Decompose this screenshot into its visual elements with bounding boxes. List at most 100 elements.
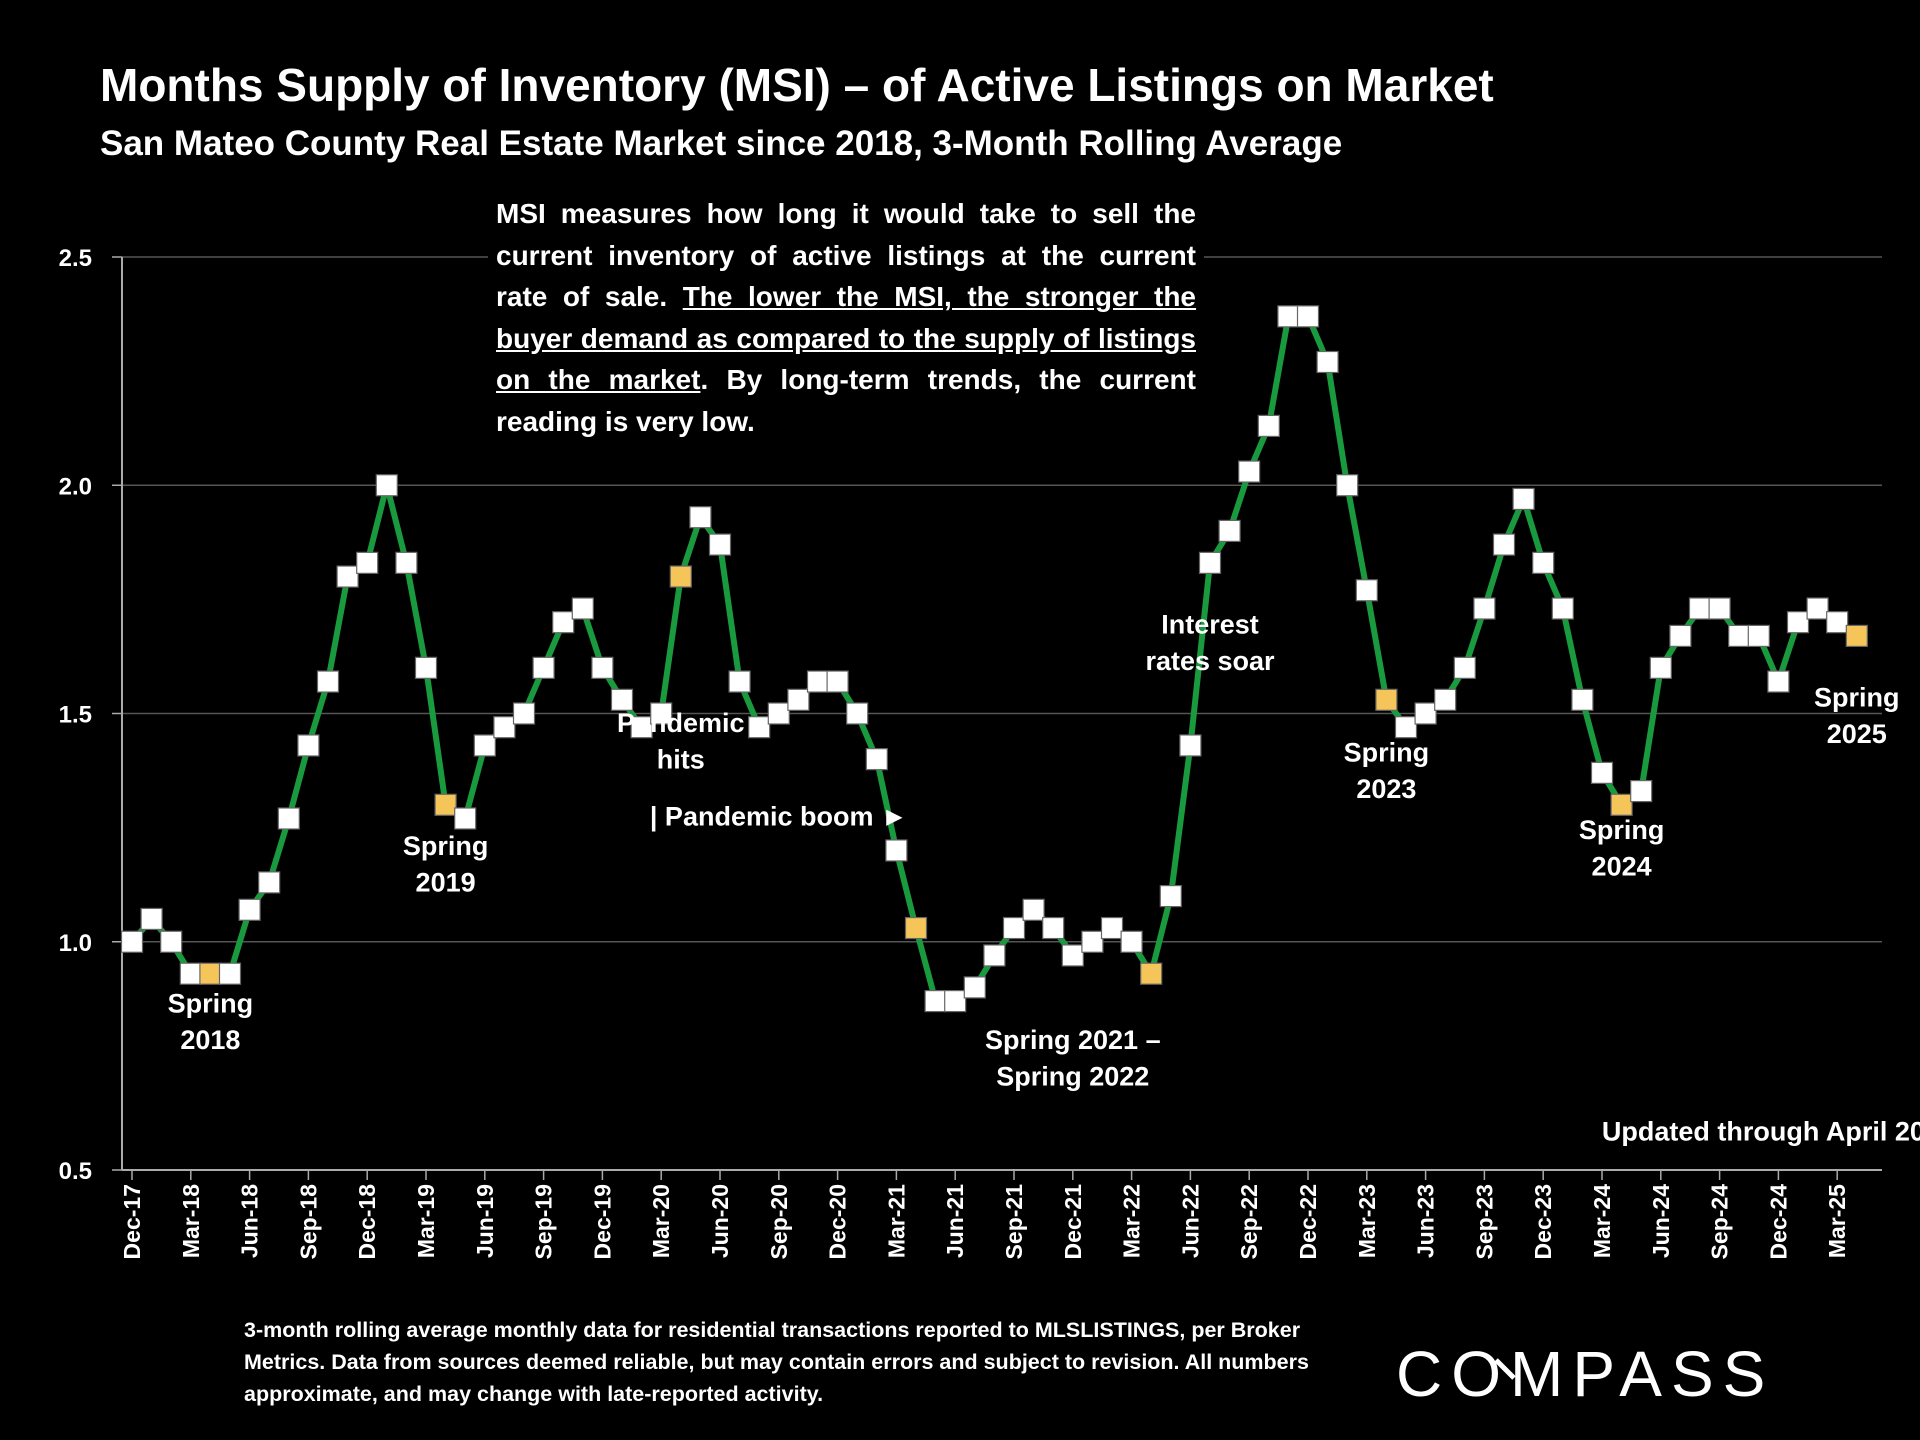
- spring-data-point: [904, 916, 928, 940]
- data-point: [493, 716, 516, 739]
- data-point: [1238, 460, 1261, 483]
- data-point: [1257, 414, 1280, 438]
- data-point: [983, 944, 1006, 967]
- data-point: [1434, 688, 1457, 711]
- data-point: [1728, 624, 1751, 647]
- data-point: [650, 702, 673, 725]
- data-point: [473, 734, 496, 757]
- data-point: [120, 930, 144, 953]
- x-tick-label: Dec-23: [1530, 1184, 1556, 1259]
- x-tick-label: Mar-23: [1354, 1184, 1380, 1258]
- data-point: [1708, 597, 1731, 620]
- chart-title: Months Supply of Inventory (MSI) – of Ac…: [100, 59, 1494, 111]
- data-point: [140, 907, 163, 931]
- data-point: [1492, 533, 1516, 556]
- chart-annotation: Updated through April 2025: [1602, 1116, 1920, 1146]
- x-tick-label: Dec-20: [825, 1184, 851, 1259]
- data-point: [532, 656, 555, 679]
- x-tick-label: Mar-25: [1824, 1184, 1850, 1258]
- x-tick-label: Sep-23: [1471, 1184, 1497, 1259]
- data-point: [865, 748, 888, 771]
- x-tick-label: Sep-18: [295, 1184, 321, 1260]
- data-point: [924, 989, 947, 1013]
- data-point: [1532, 551, 1555, 574]
- data-point: [591, 656, 614, 679]
- chart-annotation: Interest: [1161, 610, 1259, 640]
- data-point: [630, 716, 653, 739]
- note-text-underlined: The lower the MSI, the stronger the buye…: [496, 281, 1197, 395]
- data-point: [767, 702, 790, 725]
- data-point: [356, 551, 379, 574]
- data-point: [728, 670, 751, 693]
- data-point: [297, 734, 320, 757]
- y-tick-label: 2.5: [59, 245, 92, 272]
- data-point: [826, 670, 849, 693]
- data-point: [1081, 930, 1104, 953]
- data-point: [846, 702, 869, 725]
- data-point: [1571, 688, 1594, 711]
- x-tick-label: Dec-21: [1060, 1184, 1086, 1260]
- chart-annotation: Spring: [1579, 815, 1665, 845]
- data-point: [1786, 611, 1810, 634]
- spring-data-point: [1610, 793, 1633, 816]
- chart-annotation: 2024: [1592, 852, 1652, 882]
- data-point: [1688, 597, 1712, 620]
- data-point: [1296, 305, 1320, 328]
- chart-annotation: 2019: [416, 868, 476, 898]
- data-point: [708, 533, 732, 556]
- spring-data-point: [1140, 962, 1163, 985]
- data-point: [179, 962, 202, 985]
- chart-annotation: Spring 2022: [996, 1062, 1149, 1092]
- data-point: [160, 930, 183, 953]
- data-point: [944, 989, 967, 1013]
- data-point: [1022, 898, 1045, 921]
- data-point: [1551, 597, 1574, 620]
- data-point: [571, 597, 594, 620]
- x-tick-label: Mar-21: [883, 1184, 909, 1258]
- data-point: [395, 551, 418, 574]
- y-tick-label: 2.0: [59, 473, 92, 500]
- x-tick-label: Mar-19: [413, 1184, 439, 1258]
- x-tick-label: Dec-19: [589, 1184, 615, 1259]
- data-point: [238, 898, 261, 921]
- data-point: [1061, 944, 1084, 967]
- x-tick-label: Mar-18: [178, 1184, 204, 1258]
- x-tick-label: Dec-18: [354, 1184, 380, 1260]
- data-point: [1316, 350, 1339, 374]
- data-point: [1630, 780, 1653, 803]
- chart-annotation: Spring 2021 –: [985, 1025, 1161, 1055]
- data-point: [1453, 656, 1476, 679]
- x-tick-label: Dec-22: [1295, 1184, 1321, 1259]
- chart-annotation: Spring: [1344, 737, 1430, 767]
- chart-annotation: Spring: [403, 831, 489, 861]
- data-point: [1669, 624, 1692, 647]
- chart-annotation: Pandemic: [617, 708, 745, 738]
- x-tick-label: Jun-23: [1413, 1184, 1439, 1258]
- spring-data-point: [199, 962, 222, 985]
- data-point: [1767, 670, 1790, 693]
- data-point: [1100, 916, 1124, 940]
- data-point: [1394, 716, 1418, 739]
- x-tick-label: Jun-18: [237, 1184, 263, 1258]
- data-point: [414, 656, 438, 679]
- chart-annotation: rates soar: [1145, 646, 1275, 676]
- compass-logo-text: COMPASS: [1396, 1340, 1774, 1410]
- data-point: [218, 962, 242, 985]
- data-point: [277, 807, 300, 830]
- data-point: [1218, 519, 1241, 543]
- x-tick-label: Mar-24: [1589, 1184, 1615, 1258]
- x-tick-label: Sep-22: [1236, 1184, 1262, 1259]
- spring-data-point: [1845, 624, 1868, 647]
- data-point: [1473, 597, 1496, 620]
- data-point: [1198, 551, 1222, 574]
- spring-data-point: [434, 793, 457, 816]
- x-tick-label: Jun-21: [942, 1184, 968, 1258]
- data-point: [1179, 734, 1202, 757]
- x-tick-label: Sep-20: [766, 1184, 792, 1259]
- data-point: [512, 702, 536, 725]
- chart-annotation: 2025: [1827, 719, 1887, 749]
- data-point: [1336, 474, 1359, 497]
- data-point: [689, 506, 712, 529]
- data-point: [1002, 916, 1026, 940]
